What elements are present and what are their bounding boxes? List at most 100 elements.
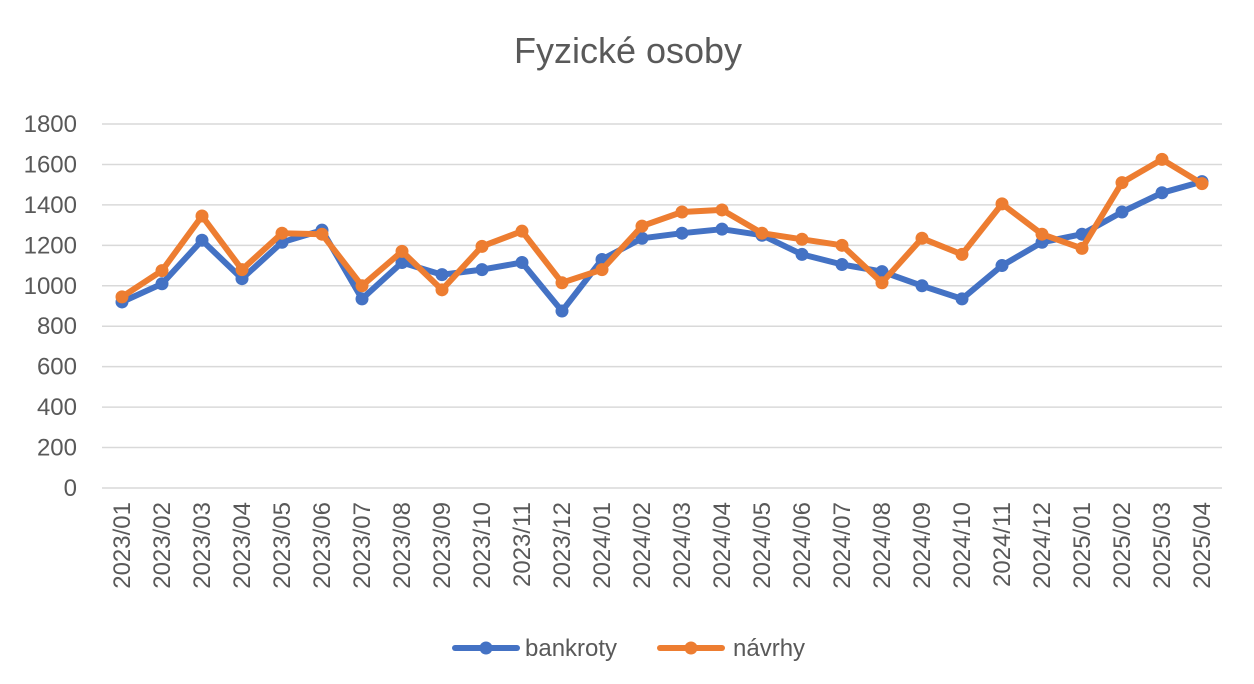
data-point (195, 233, 209, 247)
gridlines (102, 123, 1222, 489)
data-point (915, 279, 929, 293)
x-tick-label: 2024/09 (909, 502, 936, 589)
data-point (835, 258, 849, 272)
x-tick-label: 2025/02 (1109, 502, 1136, 589)
data-point (515, 224, 529, 238)
data-point (675, 226, 689, 240)
x-tick-label: 2023/12 (549, 502, 576, 589)
data-point (835, 238, 849, 252)
data-point (435, 268, 449, 282)
data-point (475, 263, 489, 277)
series-layer (115, 152, 1209, 318)
y-tick-label: 1000 (24, 273, 77, 300)
x-tick-label: 2024/01 (589, 502, 616, 589)
y-tick-label: 400 (37, 394, 77, 421)
legend: bankroty návrhy (452, 635, 805, 662)
data-point (555, 304, 569, 318)
x-tick-label: 2024/08 (869, 502, 896, 589)
x-tick-label: 2023/06 (309, 502, 336, 589)
data-point (115, 290, 129, 304)
x-tick-label: 2023/04 (229, 502, 256, 589)
x-tick-label: 2023/01 (109, 502, 136, 589)
x-tick-label: 2023/07 (349, 502, 376, 589)
x-tick-label: 2024/06 (789, 502, 816, 589)
series-bankroty (115, 175, 1209, 318)
x-tick-label: 2024/05 (749, 502, 776, 589)
y-tick-label: 800 (37, 313, 77, 340)
data-point (635, 219, 649, 233)
data-point (395, 244, 409, 258)
data-point (1075, 241, 1089, 255)
y-tick-label: 1800 (24, 111, 77, 138)
x-tick-label: 2023/03 (189, 502, 216, 589)
x-tick-label: 2025/04 (1189, 502, 1216, 589)
y-axis-ticks: 0 200 400 600 800 1000 1200 1400 1600 1800 (24, 111, 77, 502)
data-point (275, 226, 289, 240)
data-point (515, 256, 529, 270)
x-tick-label: 2023/10 (469, 502, 496, 589)
legend-label: návrhy (733, 635, 805, 662)
x-tick-label: 2023/11 (509, 502, 536, 587)
data-point (1155, 152, 1169, 166)
data-point (995, 259, 1009, 273)
data-point (1035, 227, 1049, 241)
data-point (195, 209, 209, 223)
x-tick-label: 2023/08 (389, 502, 416, 589)
data-point (1115, 176, 1129, 190)
data-point (155, 264, 169, 278)
x-tick-label: 2024/02 (629, 502, 656, 589)
x-tick-label: 2023/05 (269, 502, 296, 589)
chart-title: Fyzické osoby (514, 30, 742, 71)
data-point (915, 231, 929, 245)
data-point (715, 222, 729, 236)
y-tick-label: 1600 (24, 151, 77, 178)
data-point (315, 227, 329, 241)
data-point (675, 205, 689, 219)
data-point (955, 292, 969, 306)
data-point (1115, 205, 1129, 219)
y-tick-label: 1200 (24, 232, 77, 259)
data-point (435, 283, 449, 297)
legend-swatch-marker (479, 641, 493, 655)
series-navrhy (115, 152, 1209, 304)
y-tick-label: 0 (64, 475, 77, 502)
data-point (395, 256, 409, 270)
data-point (715, 203, 729, 217)
data-point (355, 292, 369, 306)
data-point (595, 263, 609, 277)
x-tick-label: 2023/09 (429, 502, 456, 589)
data-point (475, 239, 489, 253)
data-point (875, 276, 889, 290)
x-tick-label: 2025/01 (1069, 502, 1096, 589)
x-tick-label: 2023/02 (149, 502, 176, 589)
y-tick-label: 600 (37, 354, 77, 381)
x-tick-label: 2024/03 (669, 502, 696, 589)
data-point (795, 247, 809, 261)
legend-item: bankroty (452, 635, 617, 662)
y-tick-label: 1400 (24, 192, 77, 219)
data-point (755, 226, 769, 240)
data-point (235, 272, 249, 286)
x-tick-label: 2025/03 (1149, 502, 1176, 589)
x-tick-label: 2024/04 (709, 502, 736, 589)
x-axis-ticks: 2023/01 2023/02 2023/03 2023/04 2023/05 2023/… (109, 502, 1216, 589)
data-point (955, 247, 969, 261)
x-tick-label: 2024/10 (949, 502, 976, 589)
legend-swatch-marker (684, 641, 698, 655)
data-point (635, 231, 649, 245)
x-tick-label: 2024/12 (1029, 502, 1056, 589)
data-point (355, 279, 369, 293)
series-line (119, 156, 1205, 300)
data-point (155, 277, 169, 291)
x-tick-label: 2024/07 (829, 502, 856, 589)
legend-item: návrhy (657, 635, 805, 662)
y-tick-label: 200 (37, 435, 77, 462)
data-point (555, 276, 569, 290)
x-tick-label: 2024/11 (989, 502, 1016, 587)
data-point (1195, 177, 1209, 191)
data-point (1155, 186, 1169, 200)
data-point (235, 263, 249, 277)
legend-label: bankroty (525, 635, 617, 662)
